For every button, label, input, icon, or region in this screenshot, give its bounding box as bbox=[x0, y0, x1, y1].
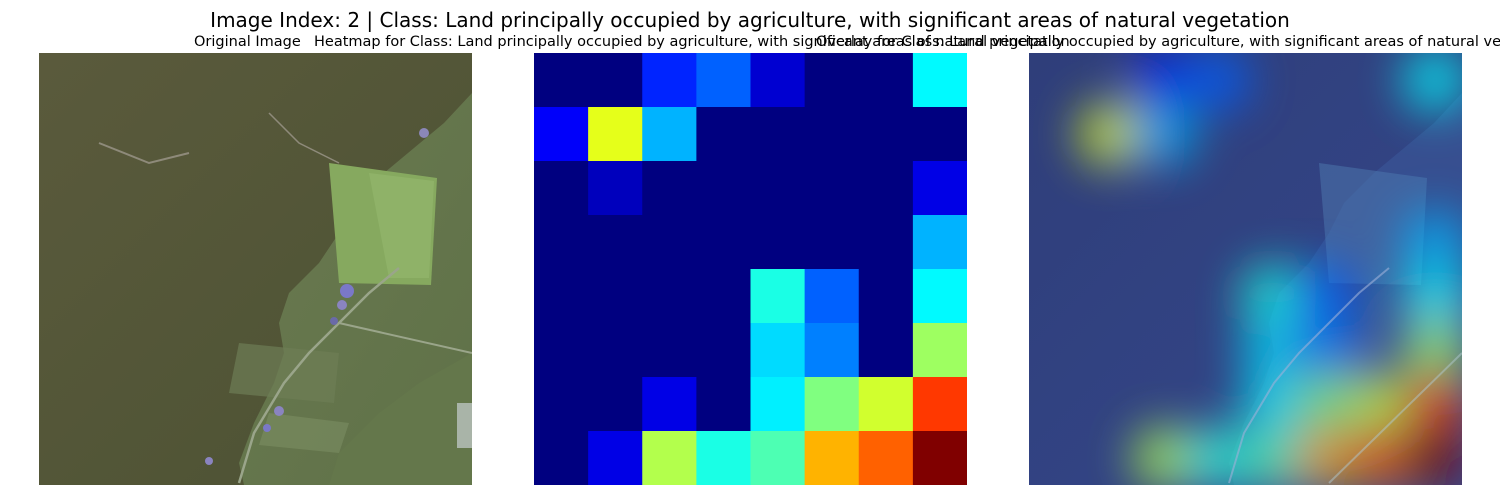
heatmap-cell bbox=[804, 215, 860, 270]
overlay-heat-blob bbox=[1185, 53, 1251, 113]
original-image-title: Original Image bbox=[194, 34, 301, 50]
overlay-heat-blob bbox=[1402, 209, 1462, 275]
figure-title: Image Index: 2 | Class: Land principally… bbox=[210, 8, 1290, 32]
heatmap-cell bbox=[858, 269, 914, 324]
heatmap-cell bbox=[858, 53, 914, 108]
heatmap-cell bbox=[750, 215, 806, 270]
heatmap-cell bbox=[912, 215, 967, 270]
overlay-title: Overlay for Class: Land principally occu… bbox=[816, 34, 1500, 50]
heatmap-cell bbox=[750, 431, 806, 485]
heatmap-cell bbox=[804, 377, 860, 432]
heatmap-cell bbox=[696, 53, 752, 108]
overlay-heat-blob bbox=[1402, 425, 1462, 485]
heatmap-cell bbox=[804, 107, 860, 162]
heatmap-cell bbox=[642, 323, 697, 378]
overlay-heat-blob bbox=[1294, 263, 1360, 329]
heatmap-cell bbox=[588, 161, 643, 216]
heatmap-cell bbox=[696, 431, 752, 485]
overlay-heat-blob bbox=[1131, 53, 1197, 113]
heatmap-cell bbox=[750, 107, 806, 162]
heatmap-cell bbox=[912, 431, 967, 485]
heatmap-cell bbox=[858, 107, 914, 162]
overlay-heat-blob bbox=[1402, 371, 1462, 437]
heatmap-cell bbox=[750, 53, 806, 108]
heatmap-cell bbox=[804, 53, 860, 108]
heatmap-cell bbox=[804, 161, 860, 216]
overlay-heat-blob bbox=[1131, 101, 1197, 167]
heatmap-cell bbox=[696, 377, 752, 432]
heatmap-cell bbox=[696, 323, 752, 378]
overlay-heat-blob bbox=[1240, 371, 1306, 437]
heatmap-cell bbox=[750, 269, 806, 324]
heatmap-cell bbox=[588, 215, 643, 270]
heatmap-cell bbox=[534, 53, 589, 108]
heatmap-cell bbox=[534, 323, 589, 378]
overlay-heat-blob bbox=[1240, 263, 1306, 329]
heatmap-panel bbox=[534, 53, 967, 485]
heatmap-cell bbox=[858, 431, 914, 485]
heatmap-cell bbox=[588, 431, 643, 485]
heatmap-cell bbox=[858, 161, 914, 216]
overlay-heat-blob bbox=[1185, 425, 1251, 485]
heatmap-cell bbox=[912, 161, 967, 216]
heatmap-cell bbox=[534, 431, 589, 485]
heatmap-cell bbox=[912, 107, 967, 162]
heatmap-cell bbox=[534, 107, 589, 162]
heatmap-cell bbox=[642, 377, 697, 432]
overlay-heat-blob bbox=[1402, 263, 1462, 329]
heatmap-cell bbox=[588, 269, 643, 324]
overlay-heat-blob bbox=[1348, 425, 1414, 485]
heatmap-cell bbox=[534, 215, 589, 270]
overlay-heat-blob bbox=[1294, 371, 1360, 437]
heatmap-title: Heatmap for Class: Land principally occu… bbox=[314, 34, 1070, 50]
heatmap-cell bbox=[804, 323, 860, 378]
heatmap-cell bbox=[912, 323, 967, 378]
heatmap-cell bbox=[750, 377, 806, 432]
original-image bbox=[39, 53, 472, 485]
heatmap-cell bbox=[912, 269, 967, 324]
overlay-heat-blob bbox=[1294, 317, 1360, 383]
heatmap-cell bbox=[750, 161, 806, 216]
heatmap-cell bbox=[642, 431, 697, 485]
heatmap-cell bbox=[534, 269, 589, 324]
heatmap-cell bbox=[696, 161, 752, 216]
heatmap-cell bbox=[534, 161, 589, 216]
heatmap-cell bbox=[588, 323, 643, 378]
heatmap-cell bbox=[858, 323, 914, 378]
heatmap-cell bbox=[642, 53, 697, 108]
overlay-heat-blob bbox=[1348, 371, 1414, 437]
overlay-heat-blob bbox=[1131, 425, 1197, 485]
heatmap-cell bbox=[750, 323, 806, 378]
heatmap-cell bbox=[534, 377, 589, 432]
heatmap-cell bbox=[912, 53, 967, 108]
overlay-heat-blob bbox=[1240, 425, 1306, 485]
overlay-heat-blob bbox=[1077, 101, 1143, 167]
heatmap-cell bbox=[912, 377, 967, 432]
overlay-panel bbox=[1029, 53, 1462, 485]
heatmap-cell bbox=[642, 269, 697, 324]
heatmap-cell bbox=[696, 107, 752, 162]
satellite-image bbox=[39, 53, 472, 485]
heatmap-cell bbox=[858, 377, 914, 432]
heatmap-cell bbox=[858, 215, 914, 270]
heatmap-cell bbox=[696, 269, 752, 324]
heatmap-cell bbox=[588, 377, 643, 432]
heatmap-cell bbox=[642, 215, 697, 270]
heatmap-grid bbox=[534, 53, 967, 485]
overlay-heat-blob bbox=[1402, 53, 1462, 113]
heatmap-cell bbox=[804, 431, 860, 485]
heatmap-cell bbox=[588, 53, 643, 108]
overlay-image bbox=[1029, 53, 1462, 485]
heatmap-cell bbox=[642, 107, 697, 162]
heatmap-cell bbox=[696, 215, 752, 270]
heatmap-cell bbox=[588, 107, 643, 162]
heatmap-cell bbox=[642, 161, 697, 216]
heatmap-cell bbox=[804, 269, 860, 324]
